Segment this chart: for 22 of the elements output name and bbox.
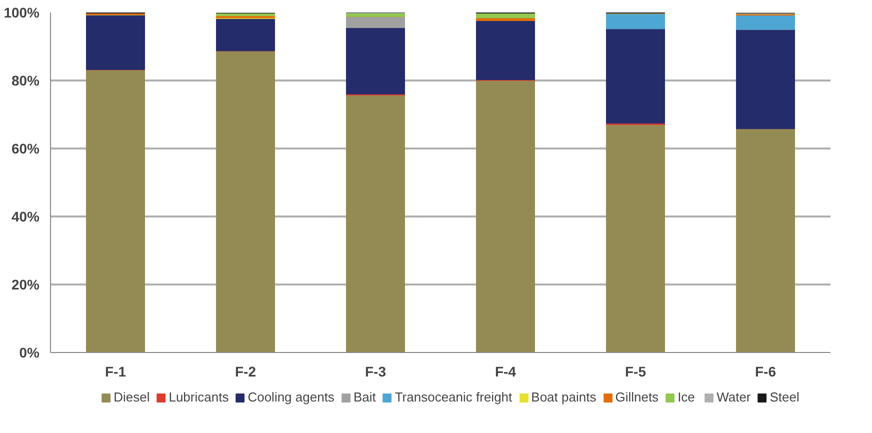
legend-label: Gillnets — [615, 390, 659, 404]
legend-label: Steel — [770, 390, 800, 404]
legend-label: Diesel — [114, 390, 150, 404]
y-tick-label: 100% — [4, 4, 40, 20]
y-tick-label: 60% — [11, 140, 40, 156]
y-tick-label: 80% — [11, 72, 40, 88]
legend-label: Cooling agents — [248, 390, 334, 404]
x-tick-label: F-4 — [495, 364, 516, 380]
legend-label: Ice — [678, 390, 696, 404]
x-tick-label: F-2 — [235, 364, 256, 380]
y-tick-label: 40% — [11, 208, 40, 224]
x-tick-label: F-1 — [105, 364, 126, 380]
y-tick-label: 20% — [11, 276, 40, 292]
legend-label: Lubricants — [168, 390, 229, 404]
x-tick-label: F-3 — [365, 364, 386, 380]
legend-label: Bait — [353, 390, 376, 404]
x-tick-label: F-5 — [625, 364, 646, 380]
legend-label: Water — [716, 390, 751, 404]
x-tick-label: F-6 — [755, 364, 776, 380]
legend-label: Boat paints — [531, 390, 596, 404]
legend-label: Transoceanic freight — [394, 390, 512, 404]
y-tick-label: 0% — [19, 344, 40, 360]
